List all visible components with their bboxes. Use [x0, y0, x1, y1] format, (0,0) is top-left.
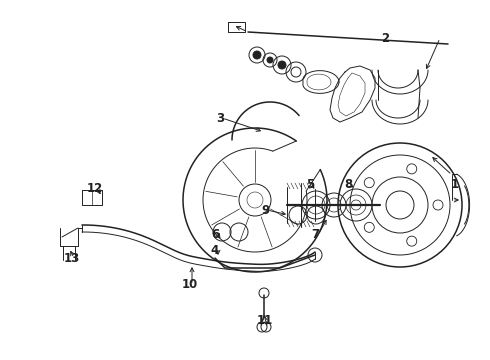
Text: 8: 8: [344, 179, 352, 192]
Text: 2: 2: [381, 31, 389, 45]
Text: 3: 3: [216, 112, 224, 125]
Text: 7: 7: [311, 229, 319, 242]
Text: 13: 13: [64, 252, 80, 265]
Circle shape: [253, 51, 261, 59]
Circle shape: [278, 61, 286, 69]
Text: 11: 11: [257, 314, 273, 327]
Text: 10: 10: [182, 279, 198, 292]
Text: 6: 6: [211, 229, 219, 242]
Circle shape: [267, 57, 273, 63]
Text: 12: 12: [87, 181, 103, 194]
Text: 4: 4: [211, 243, 219, 256]
Text: 5: 5: [306, 179, 314, 192]
Text: 9: 9: [261, 203, 269, 216]
Text: 1: 1: [451, 179, 459, 192]
